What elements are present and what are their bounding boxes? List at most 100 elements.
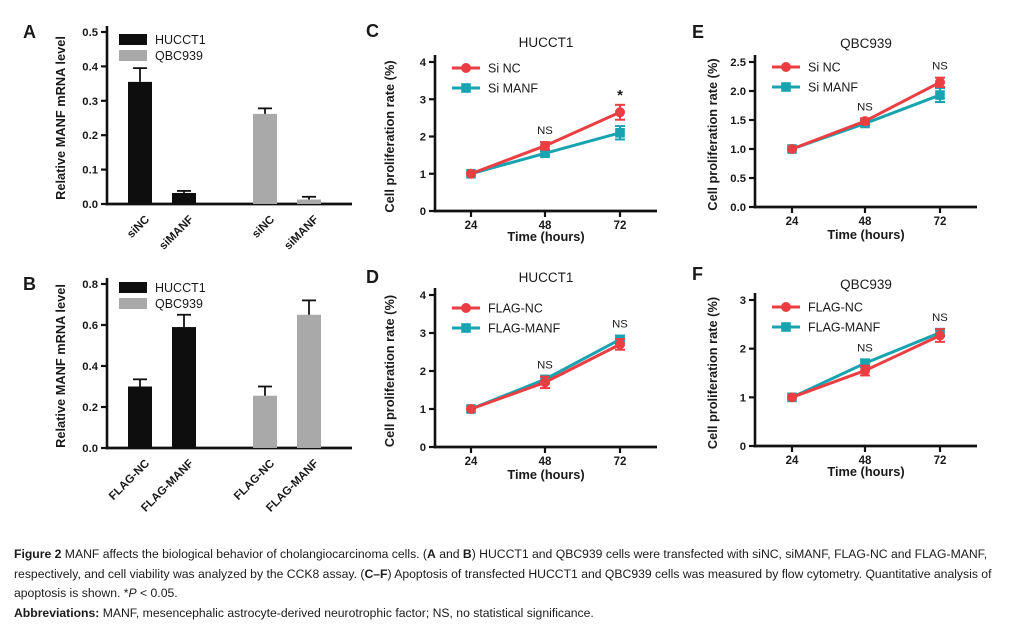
chart-title: QBC939 [840,277,892,292]
y-tick-label: 1 [740,392,746,404]
caption-segment: < 0.05. [136,586,178,601]
legend-label: FLAG-MANF [808,320,881,334]
y-tick-label: 0.8 [82,279,98,291]
y-tick-label: 3 [420,94,426,106]
square-marker [615,127,625,138]
y-tick-label: 2.0 [730,86,746,98]
x-axis-title: Time (hours) [827,464,904,479]
x-category-label: FLAG-NC [107,458,152,503]
legend-label: HUCCT1 [155,281,206,295]
bar [253,113,277,204]
legend-label: FLAG-NC [808,300,863,314]
legend-label: QBC939 [155,297,203,311]
y-axis-title: Cell proliferation rate (%) [382,295,397,447]
legend-label: Si MANF [808,80,858,94]
y-tick-label: 0.0 [730,202,746,214]
x-axis-title: Time (hours) [507,467,584,482]
circle-marker [461,303,471,313]
y-tick-label: 3 [740,295,746,307]
bar [128,81,152,204]
significance-annotation: NS [612,319,628,331]
panel-e-svg: E QBC939 0.0 0.5 1.0 1.5 2.0 2.5 Cell proliferat… [692,22,977,242]
significance-annotation: NS [932,312,948,324]
caption-segment: Abbreviations: [14,605,103,620]
y-tick-label: 2.5 [730,57,746,69]
square-marker [461,323,471,333]
circle-marker [860,116,870,127]
y-tick-label: 1 [420,404,426,416]
significance-annotation: * [617,87,623,104]
x-tick-label: 24 [465,220,478,232]
panel-letter: F [692,264,703,284]
bar [297,314,321,448]
y-tick-label: 0.0 [82,443,98,455]
y-tick-label: 0.5 [82,27,98,39]
y-tick-label: 0.5 [730,173,746,185]
series-line [470,338,621,411]
legend-label: HUCCT1 [155,33,206,47]
x-axis-title: Time (hours) [827,227,904,242]
panel-c-svg: C HUCCT1 0 1 2 3 4 Cell proliferation rate (%) 2… [366,21,657,244]
x-category-label: siNC [250,214,277,241]
caption-segment: C–F [364,566,388,581]
caption-paragraph: Figure 2 MANF affects the biological beh… [14,545,1018,604]
caption-segment: B [462,547,472,561]
panel-c-proliferation-line-chart: C HUCCT1 0 1 2 3 4 Cell proliferation rate (%) 2… [362,8,684,260]
legend-swatch [119,282,147,293]
circle-marker [615,107,625,118]
panel-a-cck8-bar-chart: A 0.0 0.1 0.2 0.3 0.4 0.5 Relative MANF mRNA le… [15,12,360,262]
circle-marker [540,140,550,151]
legend-label: QBC939 [155,49,203,63]
y-tick-label: 2 [420,132,426,144]
square-marker [540,148,550,159]
square-marker [781,322,791,332]
legend-label: FLAG-MANF [488,321,561,335]
y-tick-label: 1.0 [730,144,746,156]
legend-swatch [119,34,147,45]
caption-segment: Figure 2 [14,547,65,561]
panel-b-cck8-bar-chart: B 0.0 0.2 0.4 0.6 0.8 Relative MANF mRNA level… [15,262,360,538]
significance-annotation: NS [857,342,873,354]
x-tick-label: 48 [859,455,872,467]
x-category-label: FLAG-NC [232,458,277,503]
x-tick-label: 24 [465,456,478,468]
square-marker [860,358,870,369]
panel-e-proliferation-line-chart: E QBC939 0.0 0.5 1.0 1.5 2.0 2.5 Cell proliferat… [688,8,1020,260]
legend-swatch [119,298,147,309]
panel-letter: E [692,22,704,42]
panel-letter: D [366,267,379,287]
legend-label: Si NC [808,60,841,74]
bar [172,192,196,204]
significance-annotation: NS [857,101,873,113]
panel-a-svg: A 0.0 0.1 0.2 0.3 0.4 0.5 Relative MANF mRNA le… [23,22,352,253]
legend-label: Si NC [488,61,521,75]
x-category-label: siNC [125,214,152,241]
significance-annotation: NS [537,125,553,137]
panel-d-svg: D HUCCT1 0 1 2 3 4 Cell proliferation rate (%) 2… [366,267,657,482]
caption-segment: and [435,547,463,561]
y-axis-title: Relative MANF mRNA level [53,36,68,200]
bar [128,386,152,448]
circle-marker [935,330,945,341]
panel-f-svg: F QBC939 0 1 2 3 Cell proliferation rate (%) 24… [692,264,977,479]
legend-label: Si MANF [488,81,538,95]
panel-letter: C [366,21,379,41]
series-si-nc [466,103,625,179]
square-marker [935,90,945,100]
circle-marker [466,168,476,179]
x-tick-label: 48 [859,216,872,228]
y-tick-label: 4 [420,290,427,302]
x-category-label: siMANF [282,214,321,253]
chart-title: HUCCT1 [519,35,574,50]
circle-marker [461,63,471,73]
y-tick-label: 0 [420,206,426,218]
x-tick-label: 72 [934,455,947,467]
y-tick-label: 0.6 [82,320,98,332]
bar [253,395,277,448]
y-tick-label: 0.4 [82,361,98,373]
x-tick-label: 48 [539,220,552,232]
legend-swatch [119,50,147,61]
circle-marker [781,62,791,72]
y-tick-label: 2 [420,366,426,378]
series-flag-nc [787,328,945,403]
